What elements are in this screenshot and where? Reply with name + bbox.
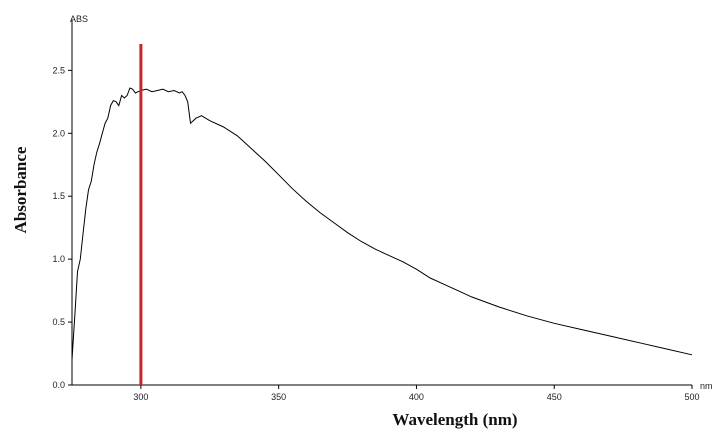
y-tick-label: 1.0 (52, 254, 65, 264)
x-tick-label: 300 (133, 392, 148, 402)
x-ticks: 300 350 400 450 500 (133, 385, 700, 402)
x-axis-title: Wavelength (nm) (392, 410, 517, 429)
y-tick-label: 0.0 (52, 380, 65, 390)
y-tick-label: 2.0 (52, 128, 65, 138)
axes (71, 20, 692, 386)
y-unit-label: ABS (70, 14, 88, 24)
x-tick-label: 450 (547, 392, 562, 402)
y-axis-title: Absorbance (11, 146, 30, 233)
y-tick-label: 2.5 (52, 65, 65, 75)
absorbance-series-line (71, 87, 693, 360)
x-unit-label: nm (700, 381, 713, 391)
x-tick-label: 350 (271, 392, 286, 402)
y-tick-label: 0.5 (52, 317, 65, 327)
y-ticks: 0.0 0.5 1.0 1.5 2.0 2.5 (52, 65, 72, 390)
x-tick-label: 500 (684, 392, 699, 402)
x-tick-label: 400 (409, 392, 424, 402)
y-tick-label: 1.5 (52, 191, 65, 201)
